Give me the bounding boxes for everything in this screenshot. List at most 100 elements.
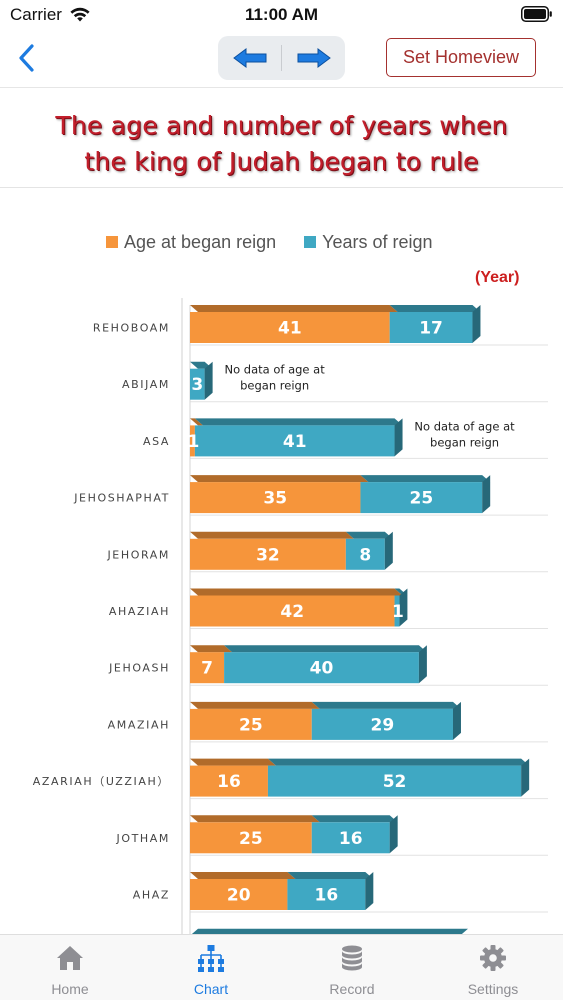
status-time: 11:00 AM <box>244 5 319 24</box>
chevron-left-icon <box>19 44 34 72</box>
next-chart-button[interactable] <box>282 36 345 80</box>
arrow-divider <box>281 45 282 71</box>
bar-end-face <box>394 418 403 457</box>
bar-value-label: 41 <box>278 319 302 339</box>
bar-end-face <box>389 815 398 854</box>
bar-segment <box>190 595 395 627</box>
annotation-note: No data of age at <box>224 363 325 377</box>
bar-top-face <box>360 475 491 483</box>
bar-value-label: 8 <box>359 545 371 565</box>
carrier-label: Carrier <box>10 5 62 24</box>
category-label: JEHOASH <box>108 662 170 675</box>
chart-icon <box>198 945 224 972</box>
bar-value-label: 16 <box>315 886 339 906</box>
tab-settings[interactable]: Settings <box>423 935 563 1000</box>
bar-value-label: 1 <box>188 432 200 452</box>
battery-icon <box>521 6 552 22</box>
bar-value-label: 41 <box>283 432 307 452</box>
bar-value-label: 25 <box>239 715 263 735</box>
category-label: AZARIAH（UZZIAH） <box>33 775 170 788</box>
bar-value-label: 25 <box>409 489 433 509</box>
bar-end-face <box>365 872 374 910</box>
bar-segment <box>190 368 205 400</box>
bar-top-face <box>389 305 481 312</box>
prev-next-group <box>218 36 345 80</box>
bar-value-label: 16 <box>339 829 363 849</box>
bar-end-face <box>204 361 213 400</box>
bar-end-face <box>472 305 481 343</box>
category-label: JEHOSHAPHAT <box>73 492 170 505</box>
chart-legend: Age at began reign Years of reign <box>106 230 461 254</box>
tab-chart-label: Chart <box>193 981 229 997</box>
bar-value-label: 1 <box>392 602 404 622</box>
legend-label-age: Age at began reign <box>124 231 277 252</box>
bar-top-face <box>190 645 233 653</box>
tab-record[interactable]: Record <box>282 935 422 1000</box>
legend-swatch-age <box>106 236 118 248</box>
bar-value-label: 52 <box>383 772 407 792</box>
bar-end-face <box>482 475 491 514</box>
annotation-note: began reign <box>430 435 499 449</box>
bar-value-label: 29 <box>371 715 395 735</box>
set-homeview-button[interactable]: Set Homeview <box>386 38 536 77</box>
category-label: AHAZIAH <box>109 605 170 618</box>
bar-segment <box>394 595 400 627</box>
chart-title: The age and number of years when the kin… <box>0 108 563 180</box>
tab-chart[interactable]: Chart <box>141 935 281 1000</box>
bar-top-face <box>190 588 403 596</box>
previous-chart-button[interactable] <box>218 36 281 80</box>
bar-top-face-partial <box>191 928 468 934</box>
bar-value-label: 7 <box>201 659 213 679</box>
bar-value-label: 3 <box>191 375 203 395</box>
arrow-left-icon <box>232 48 266 68</box>
bar-top-face <box>190 872 296 879</box>
bar-value-label: 35 <box>263 489 287 509</box>
home-icon <box>57 946 83 970</box>
legend-item-age: Age at began reign <box>106 232 276 253</box>
title-divider <box>0 187 563 188</box>
bar-segment <box>190 652 225 684</box>
tab-home[interactable]: Home <box>0 935 140 1000</box>
annotation-note: No data of age at <box>414 419 515 433</box>
chart-title-line: The age and number of years when <box>55 111 508 140</box>
bar-value-label: 25 <box>239 829 263 849</box>
bar-end-face <box>452 701 461 740</box>
bar-end-face <box>521 758 530 797</box>
bar-top-face <box>190 701 320 709</box>
gear-icon <box>480 945 506 971</box>
category-label: ASA <box>143 435 170 448</box>
bar-end-face <box>399 588 408 627</box>
legend-label-years: Years of reign <box>322 231 433 252</box>
tab-settings-label: Settings <box>467 981 519 997</box>
bar-top-face <box>224 645 427 653</box>
bar-value-label: 17 <box>419 319 443 339</box>
bar-top-face <box>190 815 320 823</box>
bar-value-label: 32 <box>256 545 280 565</box>
category-label: JOTHAM <box>115 832 170 845</box>
bar-segment <box>190 425 195 457</box>
bar-segment <box>224 652 419 684</box>
bar-segment <box>287 879 366 910</box>
bar-segment <box>345 538 385 570</box>
bar-segment <box>389 312 473 343</box>
bar-segment <box>267 765 522 797</box>
bar-segment <box>311 822 390 854</box>
category-label: AMAZIAH <box>108 718 170 731</box>
category-label: ABIJAM <box>122 378 170 391</box>
bar-top-face <box>190 305 398 312</box>
tab-record-label: Record <box>329 981 375 997</box>
bar-segment <box>190 708 312 740</box>
back-button[interactable] <box>12 40 42 76</box>
status-bar: Carrier 11:00 AM <box>0 0 563 30</box>
bar-top-face <box>190 475 369 483</box>
chart-title-line: the king of Judah began to rule <box>84 147 479 176</box>
unit-label: (Year) <box>475 269 520 286</box>
bar-segment <box>190 312 390 343</box>
bar-value-label: 20 <box>227 886 251 906</box>
bar-end-face <box>384 531 393 570</box>
bar-segment <box>311 708 453 740</box>
legend-item-years: Years of reign <box>304 231 433 253</box>
bar-segment <box>190 482 361 514</box>
nav-bar: Set Homeview <box>0 30 563 88</box>
